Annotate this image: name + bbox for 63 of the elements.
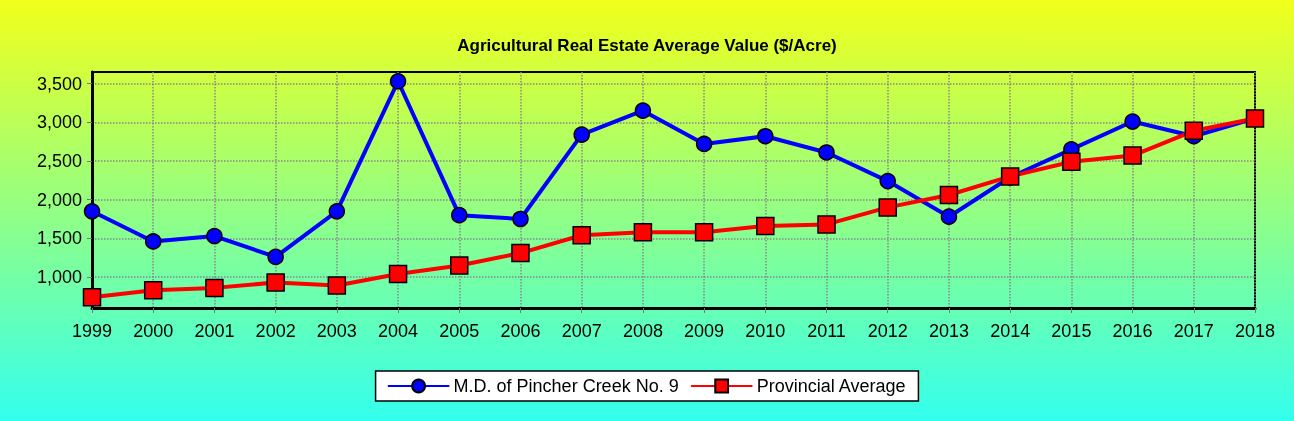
point — [451, 206, 468, 224]
point — [818, 144, 835, 161]
point — [82, 287, 102, 307]
x-tick-label: 2013 — [928, 321, 969, 341]
point — [205, 278, 224, 298]
legend-label: Provincial Average — [756, 376, 906, 396]
point — [633, 222, 653, 242]
x-tick-label: 2014 — [990, 321, 1031, 341]
y-tick-label: 1,500 — [36, 228, 82, 249]
point — [757, 127, 774, 145]
x-tick-label: 2016 — [1112, 321, 1153, 341]
x-tick-label: 2007 — [561, 321, 602, 341]
point — [450, 256, 469, 275]
point — [694, 222, 714, 242]
point — [940, 208, 958, 225]
point — [878, 198, 897, 217]
point — [1124, 113, 1141, 130]
x-tick-label: 2015 — [1051, 321, 1092, 341]
x-tick-label: 2004 — [378, 321, 419, 341]
x-tick-label: 2009 — [684, 321, 725, 341]
point — [817, 215, 836, 234]
point — [634, 102, 652, 119]
point — [1062, 152, 1081, 172]
x-tick-label: 2000 — [133, 321, 174, 341]
legend-label: M.D. of Pincher Creek No. 9 — [453, 376, 679, 396]
point — [267, 248, 284, 266]
point — [512, 210, 529, 228]
x-tick-label: 2010 — [745, 321, 786, 341]
point — [511, 243, 530, 263]
y-tick-label: 1,000 — [36, 267, 82, 288]
point — [266, 273, 285, 292]
point — [83, 203, 101, 220]
y-tick-label: 3,000 — [36, 112, 82, 133]
y-tick-label: 2,000 — [36, 189, 82, 210]
x-tick-label: 2017 — [1173, 321, 1214, 341]
point — [573, 126, 590, 143]
point — [144, 233, 162, 250]
x-tick-label: 2018 — [1234, 321, 1276, 341]
point — [879, 172, 896, 190]
point — [1184, 121, 1204, 141]
point — [327, 276, 347, 295]
point — [389, 73, 407, 90]
x-tick-label: 2012 — [867, 321, 908, 341]
y-tick-label: 2,500 — [36, 150, 82, 171]
point — [206, 227, 223, 245]
chart-title: Agricultural Real Estate Average Value ($/Acre) — [457, 36, 837, 55]
x-tick-label: 2005 — [439, 321, 480, 341]
point — [572, 226, 591, 245]
point — [939, 185, 959, 205]
point — [756, 216, 775, 236]
x-tick-label: 2001 — [194, 321, 235, 341]
x-tick-label: 2011 — [807, 321, 846, 341]
x-tick-label: 1999 — [71, 321, 113, 341]
x-tick-label: 2008 — [622, 321, 663, 341]
x-tick-label: 2006 — [500, 321, 541, 341]
x-tick-label: 2002 — [255, 321, 296, 341]
point — [695, 135, 713, 153]
y-tick-label: 3,500 — [36, 73, 82, 94]
x-tick-label: 2003 — [316, 321, 357, 341]
point — [143, 280, 163, 300]
point — [328, 203, 346, 220]
point — [388, 264, 408, 284]
point — [1123, 146, 1142, 165]
